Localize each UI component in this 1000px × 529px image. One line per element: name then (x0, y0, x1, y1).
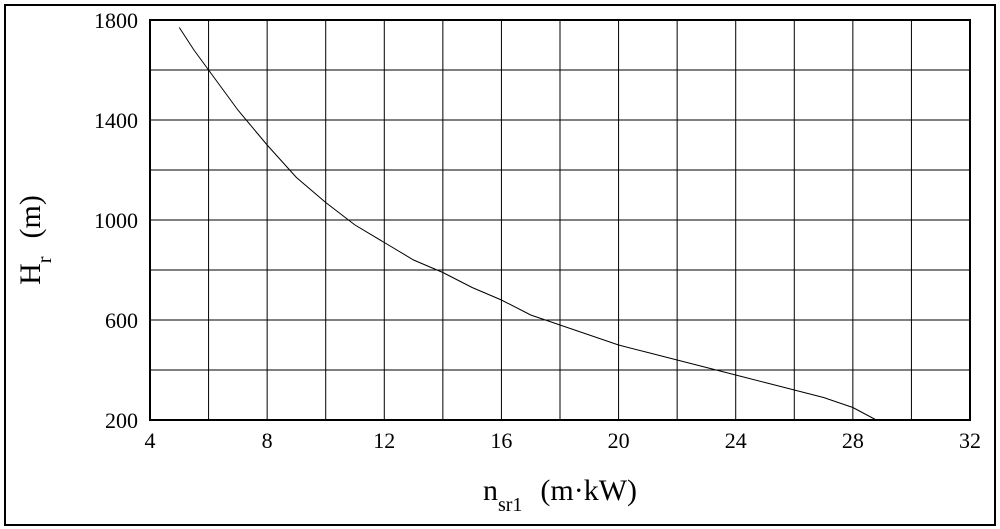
x-tick-label: 4 (145, 428, 156, 453)
x-axis-label: nsr1(m·kW) (483, 474, 637, 516)
y-tick-label: 1400 (94, 108, 138, 133)
curve (179, 28, 876, 421)
x-tick-label: 20 (608, 428, 630, 453)
y-tick-label: 600 (105, 308, 138, 333)
x-tick-label: 24 (725, 428, 747, 453)
x-tick-label: 16 (490, 428, 512, 453)
x-tick-label: 28 (842, 428, 864, 453)
y-tick-label: 1800 (94, 8, 138, 33)
y-tick-label: 200 (105, 408, 138, 433)
chart-svg: 4 8 12 16 20 24 28 32 200 600 1000 1400 1800 nsr1(m·k… (0, 0, 1000, 529)
x-tick-label: 8 (262, 428, 273, 453)
x-tick-label: 12 (373, 428, 395, 453)
chart-container: 4 8 12 16 20 24 28 32 200 600 1000 1400 1800 nsr1(m·k… (0, 0, 1000, 529)
x-tick-label: 32 (959, 428, 981, 453)
y-tick-label: 1000 (94, 208, 138, 233)
y-axis-label: Hr(m) (14, 195, 56, 285)
